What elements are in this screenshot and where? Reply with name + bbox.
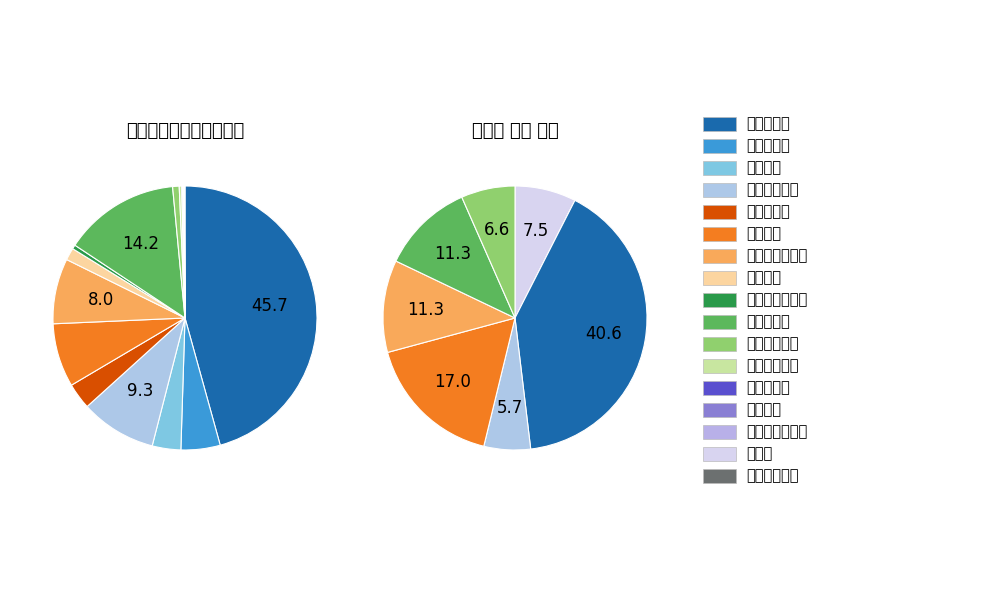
Text: 40.6: 40.6 <box>585 325 622 343</box>
Wedge shape <box>484 318 531 450</box>
Title: 長谷川 信哉 選手: 長谷川 信哉 選手 <box>472 122 558 140</box>
Wedge shape <box>53 318 185 385</box>
Text: 14.2: 14.2 <box>122 235 159 253</box>
Wedge shape <box>53 260 185 324</box>
Wedge shape <box>185 186 317 445</box>
Wedge shape <box>75 187 185 318</box>
Wedge shape <box>388 318 515 446</box>
Wedge shape <box>179 186 185 318</box>
Text: 11.3: 11.3 <box>407 301 444 319</box>
Wedge shape <box>462 186 515 318</box>
Text: 5.7: 5.7 <box>497 398 523 416</box>
Text: 45.7: 45.7 <box>252 298 288 316</box>
Text: 9.3: 9.3 <box>127 382 154 400</box>
Text: 7.5: 7.5 <box>523 222 549 240</box>
Wedge shape <box>181 318 220 450</box>
Text: 17.0: 17.0 <box>434 373 471 391</box>
Title: パ・リーグ全プレイヤー: パ・リーグ全プレイヤー <box>126 122 244 140</box>
Text: 8.0: 8.0 <box>88 292 114 310</box>
Wedge shape <box>67 248 185 318</box>
Wedge shape <box>396 197 515 318</box>
Wedge shape <box>87 318 185 446</box>
Wedge shape <box>173 186 185 318</box>
Wedge shape <box>515 186 575 318</box>
Wedge shape <box>383 261 515 352</box>
Wedge shape <box>182 186 185 318</box>
Text: 11.3: 11.3 <box>434 245 471 263</box>
Wedge shape <box>183 186 185 318</box>
Wedge shape <box>73 245 185 318</box>
Wedge shape <box>152 318 185 450</box>
Legend: ストレート, ツーシーム, シュート, カットボール, スプリット, フォーク, チェンジアップ, シンカー, 高速スライダー, スライダー, 縦スライダー, : ストレート, ツーシーム, シュート, カットボール, スプリット, フォーク,… <box>703 116 807 484</box>
Wedge shape <box>71 318 185 407</box>
Wedge shape <box>183 186 185 318</box>
Text: 6.6: 6.6 <box>483 221 510 239</box>
Wedge shape <box>515 200 647 449</box>
